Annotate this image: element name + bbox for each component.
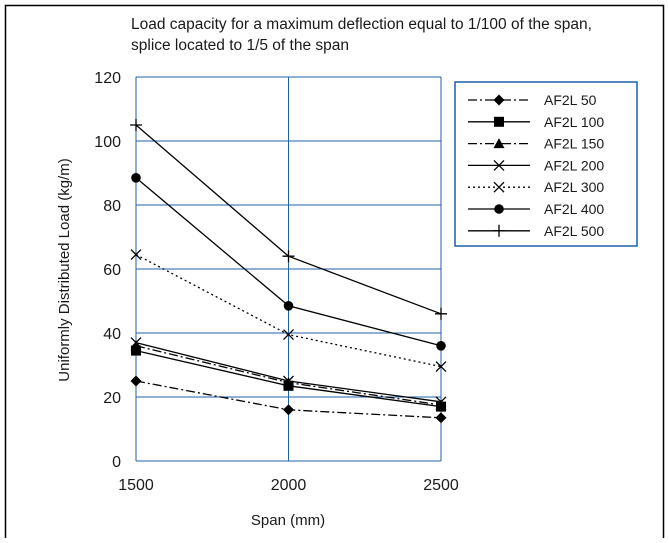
plus-shape xyxy=(282,250,295,263)
x-tick-label: 1500 xyxy=(118,477,154,494)
y-tick-label: 20 xyxy=(103,390,121,407)
data-point xyxy=(283,301,294,311)
triangle-shape xyxy=(130,340,142,351)
data-point xyxy=(130,340,142,351)
data-point xyxy=(282,250,295,263)
legend-box xyxy=(454,81,638,247)
data-point xyxy=(130,337,142,349)
legend-marker xyxy=(493,94,505,106)
data-point xyxy=(436,341,446,351)
figure-border xyxy=(4,4,665,538)
data-point xyxy=(131,173,141,183)
plus-shape xyxy=(130,119,142,131)
data-point xyxy=(131,345,141,356)
data-point xyxy=(435,361,447,373)
x-shape xyxy=(283,375,294,387)
circle-shape xyxy=(494,204,504,214)
data-point xyxy=(130,375,142,387)
x-shape xyxy=(130,337,142,349)
legend-entry: AF2L 150 xyxy=(544,136,604,152)
x-shape xyxy=(435,361,447,373)
data-point xyxy=(130,119,142,131)
data-point xyxy=(435,412,447,424)
data-point xyxy=(130,249,142,261)
legend-marker xyxy=(494,204,504,214)
diamond-shape xyxy=(493,94,505,106)
y-tick-label: 60 xyxy=(103,262,121,279)
legend-entry: AF2L 200 xyxy=(544,157,604,173)
y-tick-label: 0 xyxy=(112,454,121,471)
data-point xyxy=(435,396,447,408)
circle-shape xyxy=(131,173,141,183)
legend-entry: AF2L 400 xyxy=(544,201,604,217)
legend-entry: AF2L 50 xyxy=(544,92,597,108)
chart-title-line-1: Load capacity for a maximum deflection e… xyxy=(131,16,592,33)
x-axis-label: Span (mm) xyxy=(251,512,325,529)
circle-shape xyxy=(283,301,294,311)
legend-entry: AF2L 100 xyxy=(544,114,604,130)
legend-marker xyxy=(493,159,505,171)
y-tick-label: 100 xyxy=(94,134,121,151)
x-shape xyxy=(493,181,505,193)
x-tick-label: 2500 xyxy=(423,477,459,494)
series-line-af2l-300 xyxy=(135,254,442,368)
diamond-shape xyxy=(130,375,142,387)
diamond-shape xyxy=(283,404,294,416)
legend-marker xyxy=(494,116,504,127)
legend-marker xyxy=(493,181,505,193)
plus-shape xyxy=(493,224,505,237)
data-point xyxy=(435,399,447,410)
triangle-shape xyxy=(435,399,447,410)
chart-title-line-2: splice located to 1/5 of the span xyxy=(131,37,349,54)
y-axis-label: Uniformly Distributed Load (kg/m) xyxy=(56,158,73,381)
x-shape xyxy=(493,159,505,171)
diamond-shape xyxy=(435,412,447,424)
legend-entry: AF2L 300 xyxy=(544,179,604,195)
data-point xyxy=(283,404,294,416)
plus-shape xyxy=(435,307,447,320)
x-shape xyxy=(130,249,142,261)
triangle-shape xyxy=(493,138,505,149)
legend-marker xyxy=(493,138,505,149)
y-tick-label: 40 xyxy=(103,326,121,343)
square-shape xyxy=(131,345,141,356)
legend-entry: AF2L 500 xyxy=(544,223,604,239)
legend-marker xyxy=(493,224,505,237)
y-tick-label: 80 xyxy=(103,198,121,215)
x-tick-label: 2000 xyxy=(271,477,307,494)
data-point xyxy=(283,375,294,387)
data-point xyxy=(435,307,447,320)
x-shape xyxy=(283,329,294,341)
square-shape xyxy=(494,116,504,127)
x-shape xyxy=(435,396,447,408)
y-tick-label: 120 xyxy=(94,70,121,87)
circle-shape xyxy=(436,341,446,351)
data-point xyxy=(283,329,294,341)
